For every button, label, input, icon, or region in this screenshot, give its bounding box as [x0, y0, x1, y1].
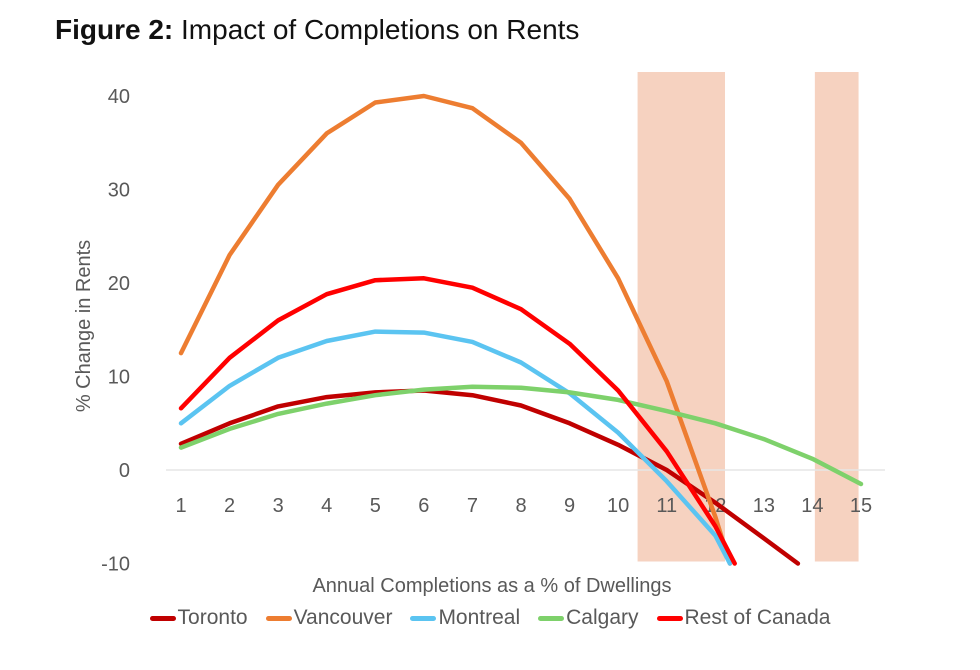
y-axis-label: % Change in Rents — [73, 240, 95, 412]
x-tick-label: 6 — [418, 495, 429, 517]
x-tick-label: 14 — [801, 495, 823, 517]
x-tick-label: 5 — [370, 495, 381, 517]
legend-item-toronto: Toronto — [149, 606, 248, 630]
x-tick-label: 3 — [273, 495, 284, 517]
y-tick-label: 0 — [119, 460, 130, 482]
figure-title-text: Impact of Completions on Rents — [181, 14, 580, 45]
legend-swatch — [265, 615, 292, 621]
y-tick-labels: -10 0 10 20 30 40 — [101, 86, 130, 576]
series-line-calgary — [178, 384, 864, 487]
legend-item-rest-of-canada: Rest of Canada — [656, 606, 831, 630]
y-tick-label: 30 — [108, 180, 130, 202]
legend-item-vancouver: Vancouver — [265, 606, 393, 630]
x-tick-label: 7 — [467, 495, 478, 517]
x-axis-label: Annual Completions as a % of Dwellings — [312, 575, 671, 597]
figure-title: Figure 2: Impact of Completions on Rents — [55, 14, 579, 46]
y-tick-label: 40 — [108, 86, 130, 108]
figure-label: Figure 2: — [55, 14, 174, 45]
legend-label: Calgary — [566, 606, 639, 629]
series-lines — [178, 93, 864, 566]
legend-swatch — [656, 615, 683, 621]
x-tick-label: 1 — [175, 495, 186, 517]
series-line-rest-of-canada — [178, 276, 737, 566]
y-tick-label: 10 — [108, 367, 130, 389]
x-tick-label: 4 — [321, 495, 332, 517]
legend-swatch — [410, 615, 437, 621]
x-tick-label: 10 — [607, 495, 629, 517]
x-tick-label: 15 — [850, 495, 872, 517]
x-tick-label: 9 — [564, 495, 575, 517]
series-line-vancouver — [178, 93, 733, 566]
legend-swatch — [149, 615, 176, 621]
y-tick-label: -10 — [101, 554, 130, 576]
legend-label: Montreal — [438, 606, 521, 629]
legend-label: Rest of Canada — [684, 606, 831, 629]
legend-label: Vancouver — [293, 606, 393, 629]
x-tick-label: 8 — [515, 495, 526, 517]
legend-item-calgary: Calgary — [538, 606, 639, 630]
legend: Toronto Vancouver Montreal Calgary Rest of C… — [0, 606, 980, 630]
x-tick-label: 11 — [656, 495, 677, 517]
x-tick-label: 13 — [753, 495, 775, 517]
x-tick-label: 2 — [224, 495, 235, 517]
shaded-region-1 — [637, 72, 725, 562]
legend-item-montreal: Montreal — [410, 606, 520, 630]
series-line-montreal — [178, 329, 733, 566]
y-tick-label: 20 — [108, 273, 130, 295]
legend-swatch — [538, 615, 565, 621]
shaded-region-2 — [814, 72, 859, 562]
x-tick-labels: 1 2 3 4 5 6 7 8 9 10 11 12 13 14 15 — [175, 495, 872, 517]
legend-label: Toronto — [177, 606, 248, 629]
